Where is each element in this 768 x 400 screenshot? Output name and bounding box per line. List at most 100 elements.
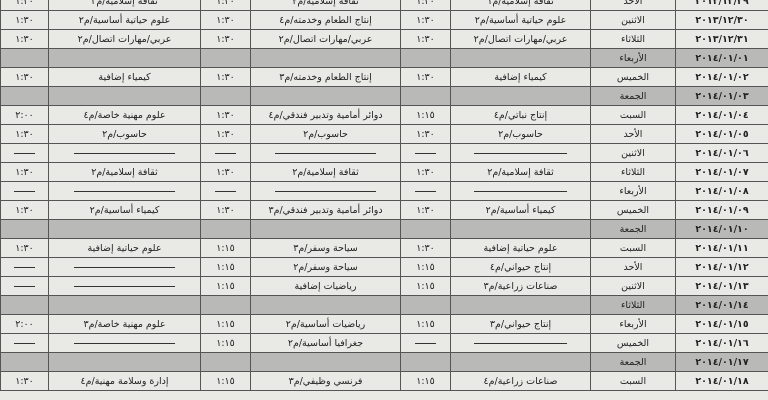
duration-cell: [0, 352, 49, 372]
blank-dash: [73, 342, 176, 344]
date-cell: ٢٠١٤/٠١/١٥: [675, 314, 768, 334]
subject-cell: كيمياء أساسية/م٢: [48, 200, 201, 220]
subject-cell: ثقافة إسلامية/م٣: [48, 0, 201, 11]
duration-cell: [200, 48, 251, 68]
subject-cell: علوم حياتية أساسية/م٢: [450, 10, 591, 30]
subject-cell: [250, 143, 401, 163]
date-cell: ٢٠١٣/١٢/٢٩: [675, 0, 768, 11]
date-cell: ٢٠١٤/٠١/١١: [675, 238, 768, 258]
duration-cell: [200, 295, 251, 315]
subject-cell: كيمياء أساسية/م٢: [450, 200, 591, 220]
date-cell: ٢٠١٤/٠١/٠٢: [675, 67, 768, 87]
duration-cell: ١:٣٠: [0, 29, 49, 49]
day-cell: الاثنين: [590, 276, 676, 296]
blank-dash: [275, 152, 376, 154]
subject-cell: [48, 181, 201, 201]
duration-cell: [200, 352, 251, 372]
duration-cell: [200, 86, 251, 106]
subject-cell: [48, 276, 201, 296]
subject-cell: رياضيات إضافية: [250, 276, 401, 296]
subject-cell: ثقافة إسلامية/م٢: [250, 0, 401, 11]
blank-dash: [14, 285, 35, 287]
duration-cell: ١:٣٠: [400, 67, 451, 87]
table-row: ٢٠١٤/٠١/٠٤ السبت إنتاج نباتي/م٤ ١:١٥ دوائر أ…: [0, 105, 768, 125]
table-row: ٢٠١٤/٠١/١٥ الأربعاء إنتاج حيواني/م٣ ١:١٥ ريا…: [0, 314, 768, 334]
date-cell: ٢٠١٤/٠١/٠٧: [675, 162, 768, 182]
date-cell: ٢٠١٣/١٢/٣١: [675, 29, 768, 49]
table-row: ٢٠١٤/٠١/٠٨ الأربعاء: [0, 181, 768, 201]
duration-cell: [400, 352, 451, 372]
subject-cell: [450, 143, 591, 163]
subject-cell: إنتاج نباتي/م٤: [450, 105, 591, 125]
date-cell: ٢٠١٤/٠١/١٧: [675, 352, 768, 372]
day-cell: الجمعة: [590, 86, 676, 106]
blank-dash: [14, 190, 35, 192]
date-cell: ٢٠١٤/٠١/٠٩: [675, 200, 768, 220]
day-cell: السبت: [590, 238, 676, 258]
day-cell: الاثنين: [590, 10, 676, 30]
duration-cell: [0, 143, 49, 163]
duration-cell: ١:١٥: [400, 257, 451, 277]
duration-cell: ١:٣٠: [200, 105, 251, 125]
subject-cell: سياحة وسفر/م٢: [250, 257, 401, 277]
day-cell: الخميس: [590, 200, 676, 220]
day-cell: الأحد: [590, 124, 676, 144]
duration-cell: [400, 143, 451, 163]
duration-cell: [0, 219, 49, 239]
day-cell: الجمعة: [590, 219, 676, 239]
day-cell: الجمعة: [590, 352, 676, 372]
blank-dash: [14, 152, 35, 154]
duration-cell: ١:١٥: [200, 238, 251, 258]
subject-cell: [48, 48, 201, 68]
subject-cell: [450, 352, 591, 372]
duration-cell: ١:١٥: [200, 333, 251, 353]
subject-cell: ثقافة إسلامية/م١: [450, 0, 591, 11]
subject-cell: علوم مهنية خاصة/م٣: [48, 314, 201, 334]
subject-cell: علوم مهنية خاصة/م٤: [48, 105, 201, 125]
subject-cell: [48, 219, 201, 239]
date-cell: ٢٠١٤/٠١/١٨: [675, 371, 768, 391]
duration-cell: [0, 48, 49, 68]
subject-cell: [250, 352, 401, 372]
day-cell: الخميس: [590, 67, 676, 87]
blank-dash: [214, 190, 237, 192]
day-cell: الثلاثاء: [590, 29, 676, 49]
subject-cell: [48, 257, 201, 277]
table-row: ٢٠١٤/٠١/٠٣ الجمعة: [0, 86, 768, 106]
duration-cell: ١:٣٠: [200, 200, 251, 220]
subject-cell: دوائر أمامية وتدبير فندقي/م٤: [250, 105, 401, 125]
duration-cell: [0, 295, 49, 315]
subject-cell: [250, 48, 401, 68]
duration-cell: ١:١٥: [200, 314, 251, 334]
duration-cell: [0, 181, 49, 201]
blank-dash: [414, 152, 437, 154]
duration-cell: ١:٣٠: [0, 0, 49, 11]
date-cell: ٢٠١٤/٠١/١٠: [675, 219, 768, 239]
day-cell: الثلاثاء: [590, 295, 676, 315]
subject-cell: حاسوب/م٢: [450, 124, 591, 144]
duration-cell: ١:٣٠: [0, 124, 49, 144]
subject-cell: إدارة وسلامة مهنية/م٤: [48, 371, 201, 391]
table-row: ٢٠١٤/٠١/٠١ الأربعاء: [0, 48, 768, 68]
day-cell: الاثنين: [590, 143, 676, 163]
duration-cell: ١:٣٠: [200, 124, 251, 144]
table-row: ٢٠١٤/٠١/١٤ الثلاثاء: [0, 295, 768, 315]
duration-cell: ١:٣٠: [0, 10, 49, 30]
subject-cell: [250, 219, 401, 239]
date-cell: ٢٠١٤/٠١/٠٣: [675, 86, 768, 106]
table-row: ٢٠١٤/٠١/١٣ الاثنين صناعات زراعية/م٣ ١:١٥ ريا…: [0, 276, 768, 296]
duration-cell: ١:٣٠: [400, 29, 451, 49]
subject-cell: رياضيات أساسية/م٢: [250, 314, 401, 334]
subject-cell: ثقافة إسلامية/م٢: [250, 162, 401, 182]
subject-cell: إنتاج الطعام وخدمته/م٤: [250, 10, 401, 30]
duration-cell: [200, 181, 251, 201]
subject-cell: [250, 86, 401, 106]
blank-dash: [73, 152, 176, 154]
subject-cell: صناعات زراعية/م٤: [450, 371, 591, 391]
duration-cell: ١:٣٠: [0, 162, 49, 182]
subject-cell: عربي/مهارات اتصال/م٢: [450, 29, 591, 49]
table-row: ٢٠١٤/٠١/١٠ الجمعة: [0, 219, 768, 239]
subject-cell: إنتاج حيواني/م٤: [450, 257, 591, 277]
subject-cell: ثقافة إسلامية/م٢: [450, 162, 591, 182]
